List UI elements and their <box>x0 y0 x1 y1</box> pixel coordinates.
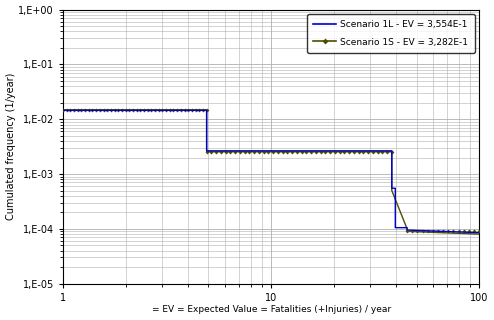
Legend: Scenario 1L - EV = 3,554E-1, Scenario 1S - EV = 3,282E-1: Scenario 1L - EV = 3,554E-1, Scenario 1S… <box>307 14 475 53</box>
Y-axis label: Cumulated frequency (1/year): Cumulated frequency (1/year) <box>5 73 15 220</box>
X-axis label: = EV = Expected Value = Fatalities (+Injuries) / year: = EV = Expected Value = Fatalities (+Inj… <box>152 306 391 315</box>
